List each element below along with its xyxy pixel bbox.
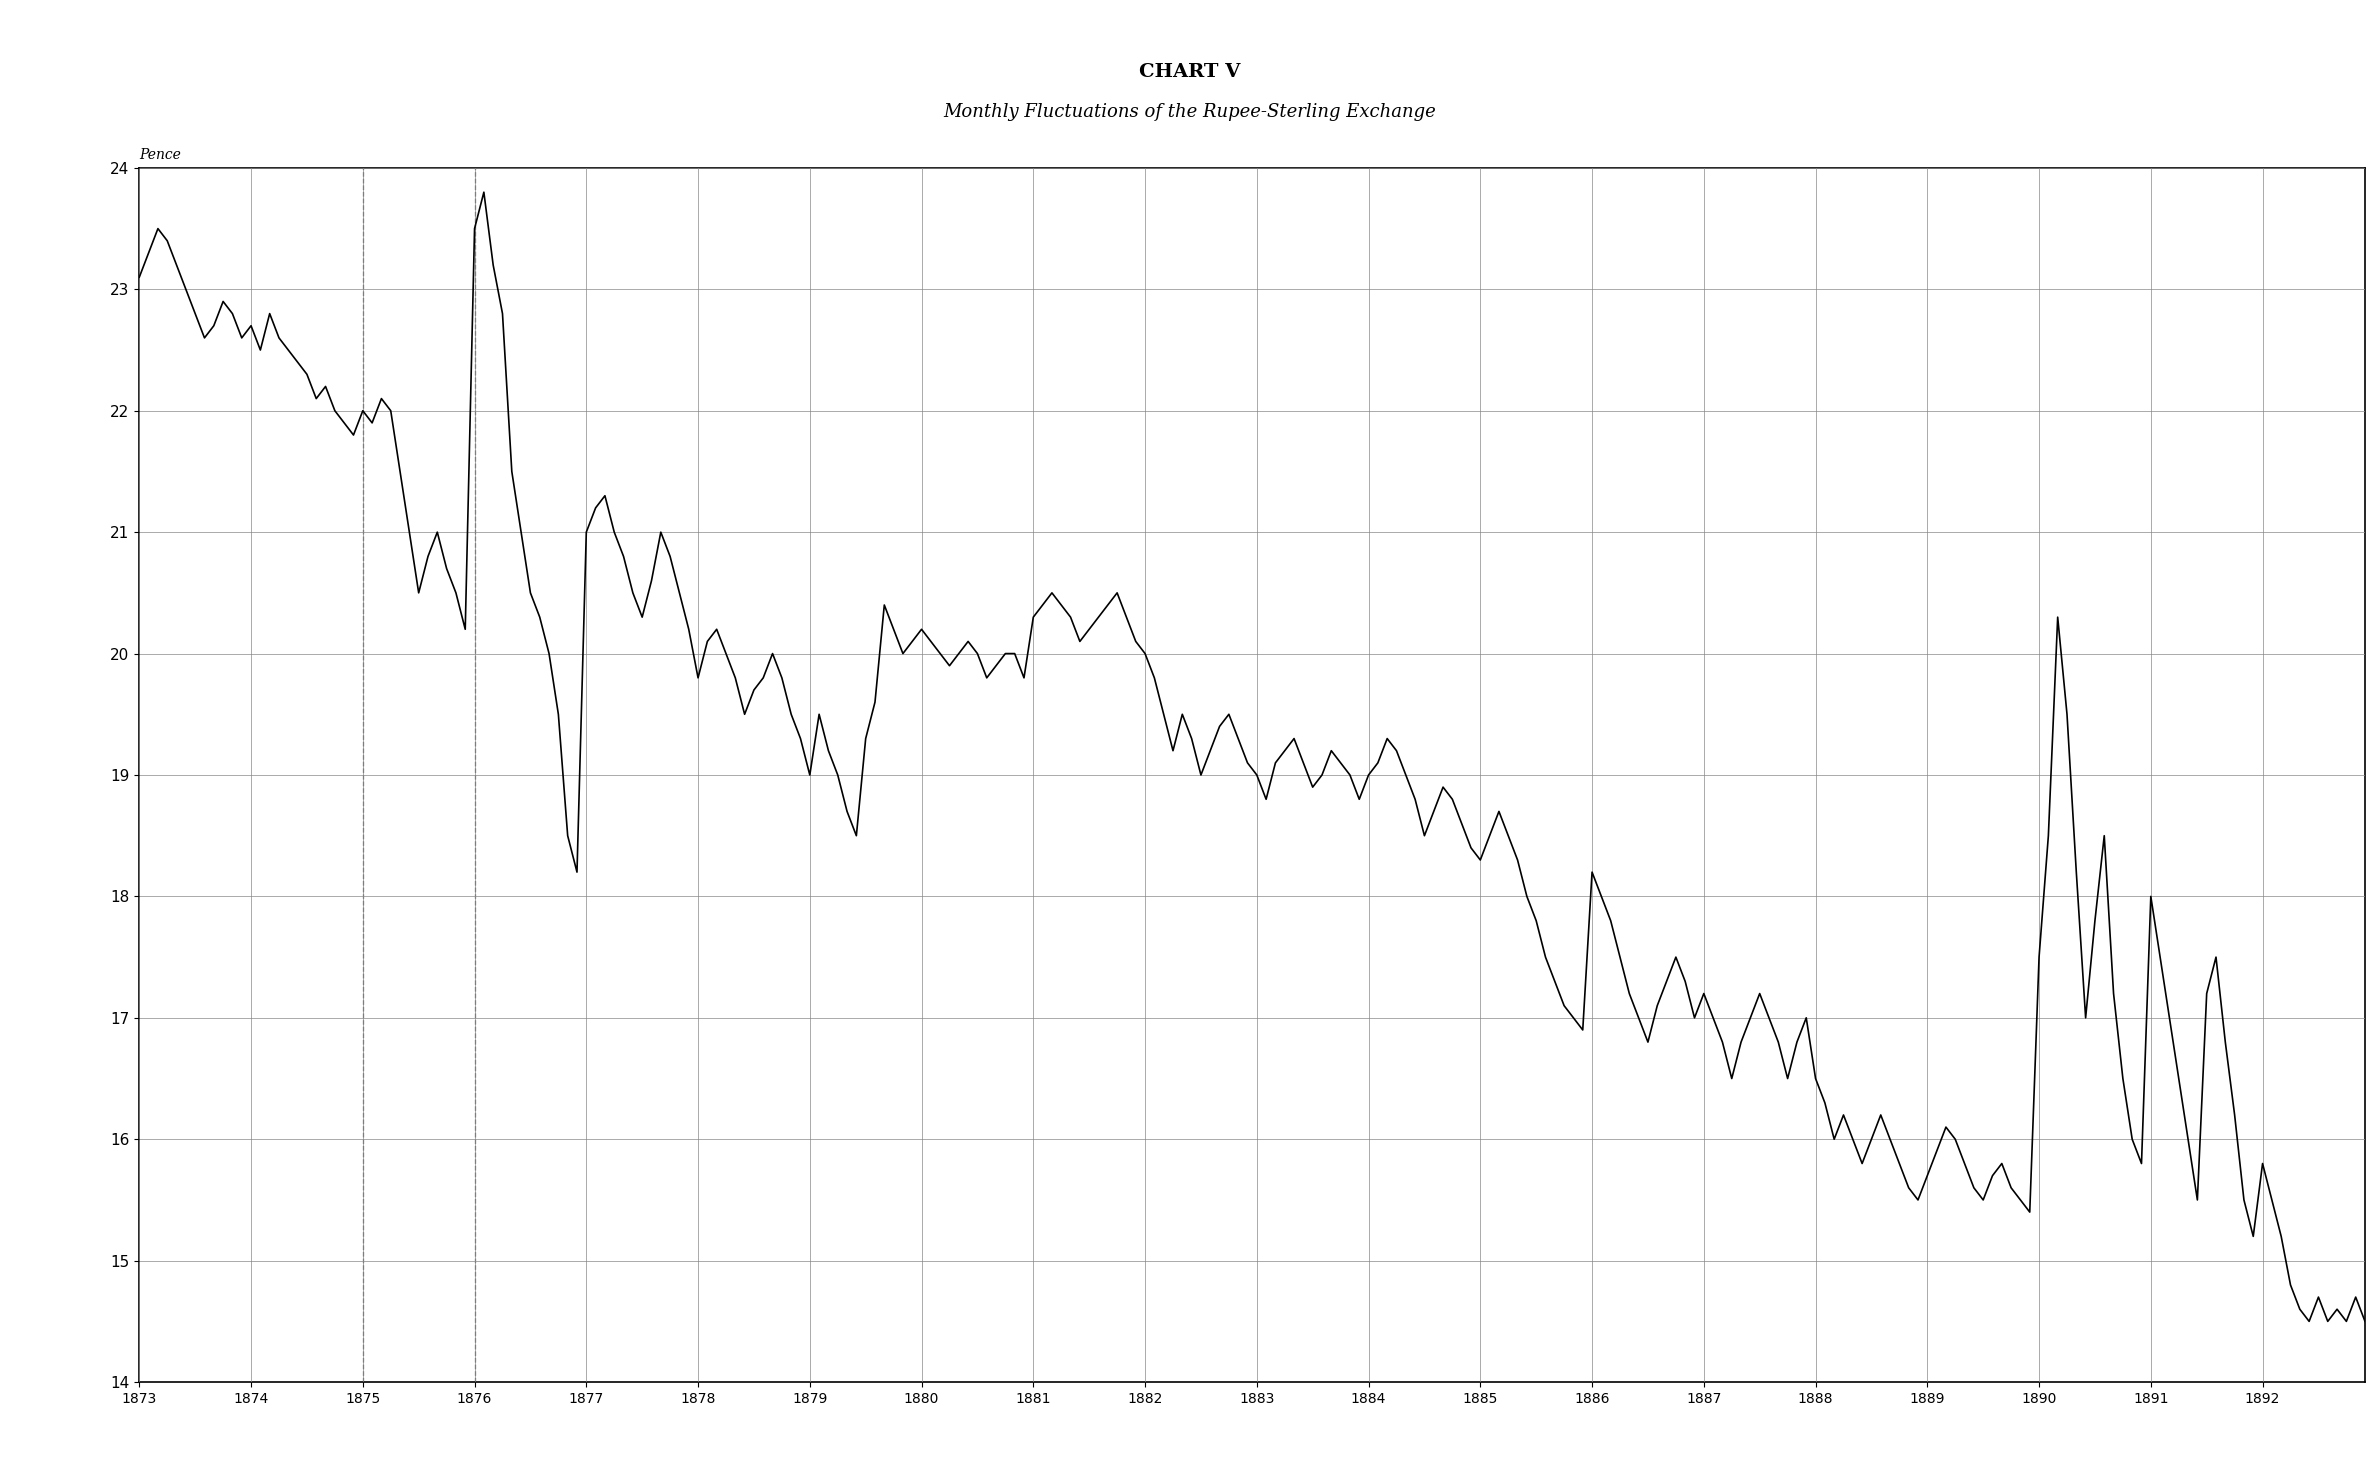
Text: CHART V: CHART V (1140, 64, 1240, 81)
Text: Pence: Pence (140, 148, 181, 161)
Text: Monthly Fluctuations of the Rupee-Sterling Exchange: Monthly Fluctuations of the Rupee-Sterli… (942, 104, 1438, 121)
